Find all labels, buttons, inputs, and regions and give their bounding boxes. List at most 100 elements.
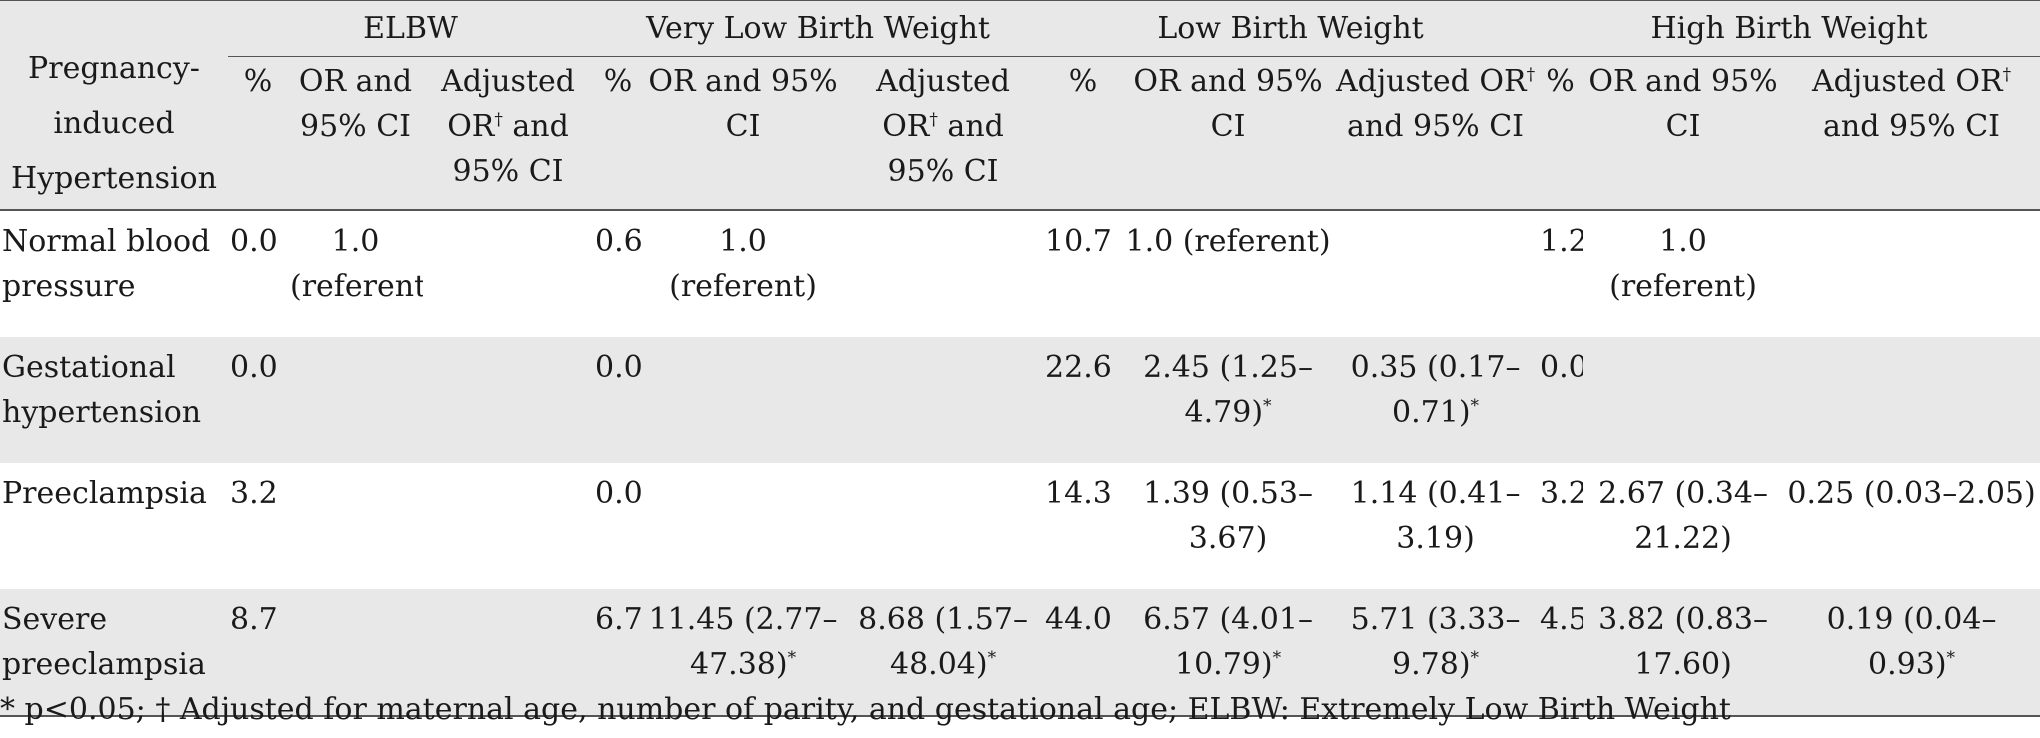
cell-or-ci [1583, 337, 1783, 463]
cell-adjusted-or-ci [1783, 337, 2040, 463]
cell-or-ci: 2.45 (1.25–4.79)* [1123, 337, 1333, 463]
cell-pct: 0.0 [1540, 350, 1584, 385]
header-row-groups: Pregnancy-induced Hypertension ELBW Very… [0, 0, 2040, 196]
group-header-hbw: High Birth Weight [1538, 0, 2040, 57]
cell-pct: 0.0 [230, 224, 278, 259]
row-header: Pregnancy-induced Hypertension [11, 51, 217, 196]
cell-value: 0.19 (0.04–0.93) [1826, 602, 1997, 682]
cell-pct: 8.7 [230, 602, 278, 637]
cell-adjusted-or-ci: 0.19 (0.04–0.93)* [1783, 589, 2040, 716]
cell-or-ci: 1.0 (referent) [643, 210, 843, 337]
sub-header-adjusted-or: Adjusted OR† and 95% CI [1335, 64, 1536, 144]
sub-header-pct: % [1546, 64, 1575, 99]
cell-or-ci: 1.0 (referent) [1123, 210, 1333, 337]
cell-or-ci [643, 463, 843, 589]
cell-adjusted-or-ci: 5.71 (3.33–9.78)* [1333, 589, 1538, 716]
header-row-sub: % OR and 95% CI Adjusted OR† and 95% CI … [0, 56, 2040, 210]
significance-mark: * [787, 648, 797, 668]
significance-mark: * [1470, 396, 1480, 416]
cell-value: 2.45 (1.25–4.79) [1143, 350, 1313, 430]
table-footnote: * p<0.05; † Adjusted for maternal age, n… [0, 692, 1731, 727]
cell-value: 8.68 (1.57–48.04) [858, 602, 1028, 682]
row-label: Preeclampsia [2, 476, 207, 511]
cell-or-ci: 11.45 (2.77–47.38)* [643, 589, 843, 716]
cell-pct: 3.2 [1540, 476, 1584, 511]
table-row: Normal blood pressure 0.0 1.0 (referent) 0.… [0, 210, 2040, 337]
group-header-elbw: ELBW [228, 0, 594, 57]
row-label: Normal blood pressure [2, 224, 211, 304]
sub-header-or: OR and 95% CI [298, 64, 413, 144]
sub-header-or: OR and 95% CI [1588, 64, 1778, 144]
sub-header-pct: % [1068, 64, 1098, 99]
sub-header-adjusted-or: Adjusted OR† and 95% CI [1811, 64, 2012, 144]
cell-or-ci [643, 337, 843, 463]
row-label: Severe preeclampsia [2, 602, 206, 682]
significance-mark: * [987, 648, 997, 668]
cell-adjusted-or-ci [423, 337, 593, 463]
cell-pct: 6.7 [595, 602, 643, 637]
significance-mark: * [1946, 648, 1956, 668]
cell-value: 1.14 (0.41–3.19) [1350, 476, 1521, 556]
cell-value: 2.67 (0.34–21.22) [1598, 476, 1768, 556]
table-header: Pregnancy-induced Hypertension ELBW Very… [0, 0, 2040, 210]
sub-header-adjusted-or: Adjusted OR† and 95% CI [441, 64, 575, 189]
cell-adjusted-or-ci: 8.68 (1.57–48.04)* [843, 589, 1043, 716]
results-table: Pregnancy-induced Hypertension ELBW Very… [0, 0, 2040, 716]
cell-adjusted-or-ci [423, 210, 593, 337]
table-row: Gestational hypertension 0.0 0.0 22.6 2.45 (… [0, 337, 2040, 463]
significance-mark: * [1263, 396, 1272, 416]
cell-or-ci: 1.0 (referent) [1583, 210, 1783, 337]
cell-adjusted-or-ci [423, 463, 593, 589]
cell-pct: 44.0 [1045, 602, 1112, 637]
cell-value: 0.25 (0.03–2.05) [1787, 476, 2036, 511]
sub-header-or: OR and 95% CI [1133, 64, 1323, 144]
cell-value: 1.0 (referent) [1609, 224, 1757, 304]
cell-value: 1.0 (referent) [669, 224, 817, 304]
sub-header-pct: % [603, 64, 633, 99]
cell-or-ci: 6.57 (4.01–10.79)* [1123, 589, 1333, 716]
cell-pct: 0.6 [595, 224, 643, 259]
cell-adjusted-or-ci [843, 210, 1043, 337]
cell-value: 5.71 (3.33–9.78) [1350, 602, 1521, 682]
sub-header-or: OR and 95% CI [648, 64, 838, 144]
cell-pct: 22.6 [1045, 350, 1112, 385]
table-body: Normal blood pressure 0.0 1.0 (referent) 0.… [0, 210, 2040, 716]
cell-pct: 3.2 [230, 476, 278, 511]
cell-value: 1.0 (referent) [290, 224, 423, 304]
cell-or-ci: 1.39 (0.53–3.67) [1123, 463, 1333, 589]
table-row: Preeclampsia 3.2 0.0 14.3 1.39 (0.53–3.67) 1.… [0, 463, 2040, 589]
cell-or-ci [288, 337, 423, 463]
cell-value: 6.57 (4.01–10.79) [1143, 602, 1313, 682]
significance-mark: * [1272, 648, 1282, 668]
cell-value: 3.82 (0.83–17.60) [1598, 602, 1768, 682]
cell-value: 11.45 (2.77–47.38) [648, 602, 838, 682]
cell-pct: 0.0 [595, 350, 643, 385]
cell-pct: 0.0 [230, 350, 278, 385]
cell-value: 1.39 (0.53–3.67) [1143, 476, 1313, 556]
cell-pct: 0.0 [595, 476, 643, 511]
cell-adjusted-or-ci: 0.35 (0.17–0.71)* [1333, 337, 1538, 463]
cell-pct: 4.5 [1540, 602, 1584, 637]
cell-adjusted-or-ci [843, 463, 1043, 589]
cell-adjusted-or-ci [1333, 210, 1538, 337]
cell-adjusted-or-ci: 0.25 (0.03–2.05) [1783, 463, 2040, 589]
sub-header-adjusted-or: Adjusted OR† and 95% CI [876, 64, 1010, 189]
significance-mark: * [1470, 648, 1480, 668]
cell-adjusted-or-ci [843, 337, 1043, 463]
group-header-lbw: Low Birth Weight [1043, 0, 1539, 57]
cell-pct: 1.2 [1540, 224, 1584, 259]
cell-adjusted-or-ci: 1.14 (0.41–3.19) [1333, 463, 1538, 589]
cell-value: 1.0 (referent) [1125, 224, 1331, 259]
cell-or-ci [288, 463, 423, 589]
cell-pct: 14.3 [1045, 476, 1112, 511]
row-label: Gestational hypertension [2, 350, 202, 430]
sub-header-pct: % [243, 64, 273, 99]
cell-or-ci: 2.67 (0.34–21.22) [1583, 463, 1783, 589]
cell-pct: 10.7 [1045, 224, 1112, 259]
group-header-vlbw: Very Low Birth Weight [593, 0, 1044, 57]
cell-adjusted-or-ci [1783, 210, 2040, 337]
cell-or-ci: 1.0 (referent) [288, 210, 423, 337]
cell-or-ci: 3.82 (0.83–17.60) [1583, 589, 1783, 716]
cell-value: 0.35 (0.17–0.71) [1350, 350, 1521, 430]
table-row: Severe preeclampsia 8.7 6.7 11.45 (2.77–47.… [0, 589, 2040, 716]
